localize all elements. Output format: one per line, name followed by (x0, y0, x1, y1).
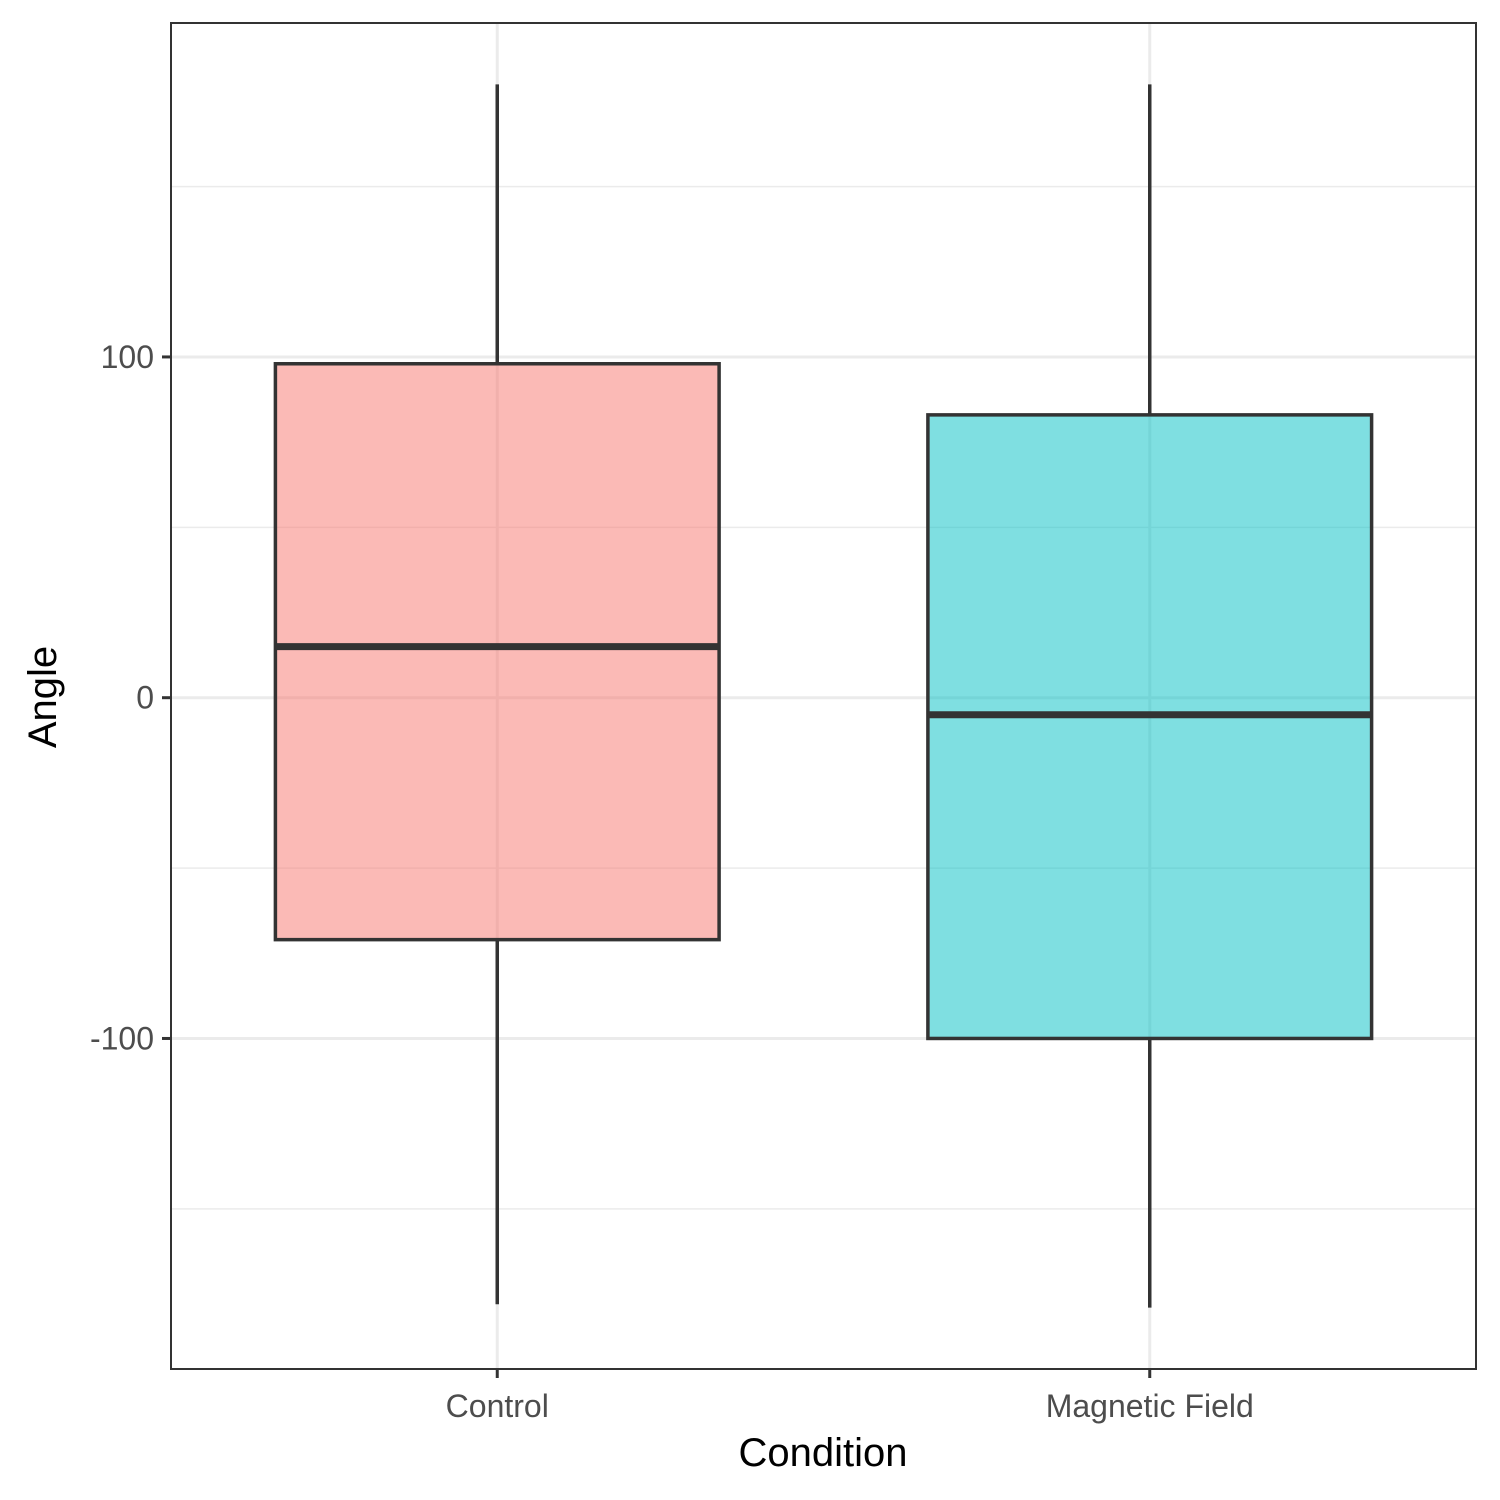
y-tick-label: 0 (136, 680, 154, 716)
x-tick-label: Magnetic Field (1046, 1388, 1254, 1424)
box-magnetic-field (926, 84, 1374, 1308)
box-control (273, 84, 721, 1305)
y-axis: -100 0 100 (90, 339, 171, 1056)
box-iqr (273, 362, 721, 942)
box-series (273, 84, 1374, 1308)
y-tick-label: -100 (90, 1020, 154, 1056)
panel-border (170, 22, 1477, 1370)
x-axis: Control Magnetic Field (446, 1369, 1254, 1424)
y-tick-label: 100 (101, 339, 154, 375)
y-axis-title: Angle (21, 646, 65, 748)
box-iqr (926, 413, 1374, 1041)
x-tick-label: Control (446, 1388, 549, 1424)
x-axis-title: Condition (738, 1431, 907, 1475)
